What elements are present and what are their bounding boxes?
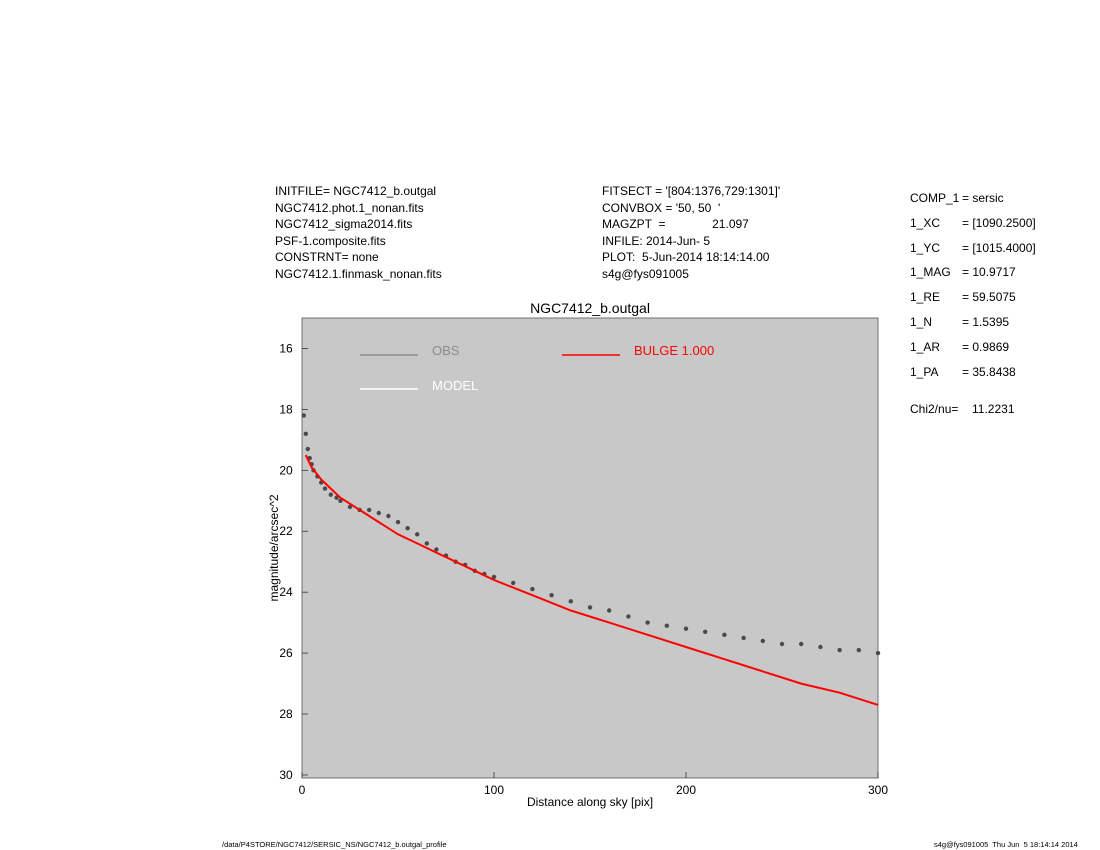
y-tick-label: 16 xyxy=(279,341,293,355)
obs-point xyxy=(587,605,593,610)
obs-point xyxy=(424,541,429,546)
obs-point xyxy=(347,504,353,510)
header-plot-date: PLOT: 5-Jun-2014 18:14:14.00 xyxy=(602,250,770,264)
obs-point xyxy=(741,635,746,641)
obs-point xyxy=(568,599,573,604)
obs-point xyxy=(334,495,339,500)
footer-user-timestamp: s4g@fys091005 Thu Jun 5 18:14:14 2014 xyxy=(934,840,1078,849)
header-convbox: CONVBOX = '50, 50 ' xyxy=(602,200,721,215)
x-tick-label: 200 xyxy=(676,783,696,797)
header-fitsect: FITSECT = '[804:1376,729:1301]' xyxy=(602,184,781,198)
legend-obs-label: OBS xyxy=(432,343,460,358)
obs-point xyxy=(683,626,689,631)
legend-bulge-label: BULGE 1.000 xyxy=(634,343,714,358)
y-tick-label: 18 xyxy=(279,402,293,416)
x-axis-label: Distance along sky [pix] xyxy=(527,795,653,809)
y-tick-label: 20 xyxy=(279,463,293,477)
obs-point xyxy=(837,647,842,653)
header-infile: INFILE: 2014-Jun- 5 xyxy=(602,233,711,248)
param-yc: 1_YC = [1015.4000] xyxy=(910,240,1036,255)
obs-point xyxy=(303,431,308,436)
obs-point xyxy=(799,641,804,647)
param-mag: 1_MAG = 10.9717 xyxy=(910,265,1016,280)
header-mask-file: NGC7412.1.finmask_nonan.fits xyxy=(275,266,442,281)
x-tick-label: 300 xyxy=(868,783,888,797)
header-psf-file: PSF-1.composite.fits xyxy=(275,233,386,248)
x-tick-label: 100 xyxy=(484,783,504,797)
obs-point xyxy=(415,532,420,537)
header-constraint: CONSTRNT= none xyxy=(275,250,379,264)
param-xc: 1_XC = [1090.2500] xyxy=(910,215,1036,230)
obs-point xyxy=(395,519,401,525)
header-initfile: INITFILE= NGC7412_b.outgal xyxy=(275,184,437,198)
header-magzpt: MAGZPT = 21.097 xyxy=(602,217,749,231)
param-comp: COMP_1 = sersic xyxy=(910,191,1004,205)
param-n: 1_N = 1.5395 xyxy=(910,315,1010,329)
bulge-model-line xyxy=(304,454,879,706)
obs-point xyxy=(322,486,328,491)
obs-point xyxy=(376,510,381,516)
obs-point xyxy=(367,507,372,513)
obs-point xyxy=(875,650,881,656)
obs-point xyxy=(491,574,497,580)
obs-point xyxy=(511,580,516,586)
obs-point xyxy=(607,608,612,613)
param-re: 1_RE = 59.5075 xyxy=(910,290,1016,305)
x-tick-label: 0 xyxy=(299,783,306,797)
y-tick-label: 30 xyxy=(279,768,293,782)
y-axis: 16 18 20 22 24 26 28 30 xyxy=(279,341,308,782)
y-tick-label: 22 xyxy=(279,524,293,538)
plot-area xyxy=(301,317,879,779)
legend-model-label: MODEL xyxy=(432,378,478,393)
obs-points xyxy=(301,413,881,656)
obs-point xyxy=(760,638,765,644)
obs-point xyxy=(703,629,708,634)
obs-point xyxy=(856,647,861,653)
obs-point xyxy=(530,586,535,592)
param-pa: 1_PA = 35.8438 xyxy=(910,364,1016,379)
x-axis: 0 100 200 300 xyxy=(299,772,888,797)
y-tick-label: 24 xyxy=(279,585,293,599)
obs-point xyxy=(722,632,727,637)
obs-point xyxy=(549,593,554,598)
obs-point xyxy=(626,614,631,619)
chart-title: NGC7412_b.outgal xyxy=(530,300,650,316)
obs-point xyxy=(779,641,785,647)
y-axis-label: magnitude/arcsec^2 xyxy=(267,494,281,601)
y-tick-label: 26 xyxy=(279,646,293,660)
obs-point xyxy=(434,547,439,552)
obs-point xyxy=(645,620,650,625)
obs-point xyxy=(664,623,669,628)
y-tick-label: 28 xyxy=(279,707,293,721)
header-sigma-file: NGC7412_sigma2014.fits xyxy=(275,217,413,231)
obs-point xyxy=(405,526,410,531)
header-image-file: NGC7412.phot.1_nonan.fits xyxy=(275,200,424,215)
obs-point xyxy=(301,413,307,418)
footer-path: /data/P4STORE/NGC7412/SERSIC_NS/NGC7412_… xyxy=(222,840,447,849)
obs-point xyxy=(305,446,310,452)
header-user: s4g@fys091005 xyxy=(602,266,689,281)
param-chi2: Chi2/nu= 11.2231 xyxy=(910,402,1015,416)
obs-point xyxy=(328,492,333,497)
obs-point xyxy=(386,513,391,519)
obs-point xyxy=(818,644,823,650)
obs-point xyxy=(338,498,343,503)
param-ar: 1_AR = 0.9869 xyxy=(910,339,1010,354)
